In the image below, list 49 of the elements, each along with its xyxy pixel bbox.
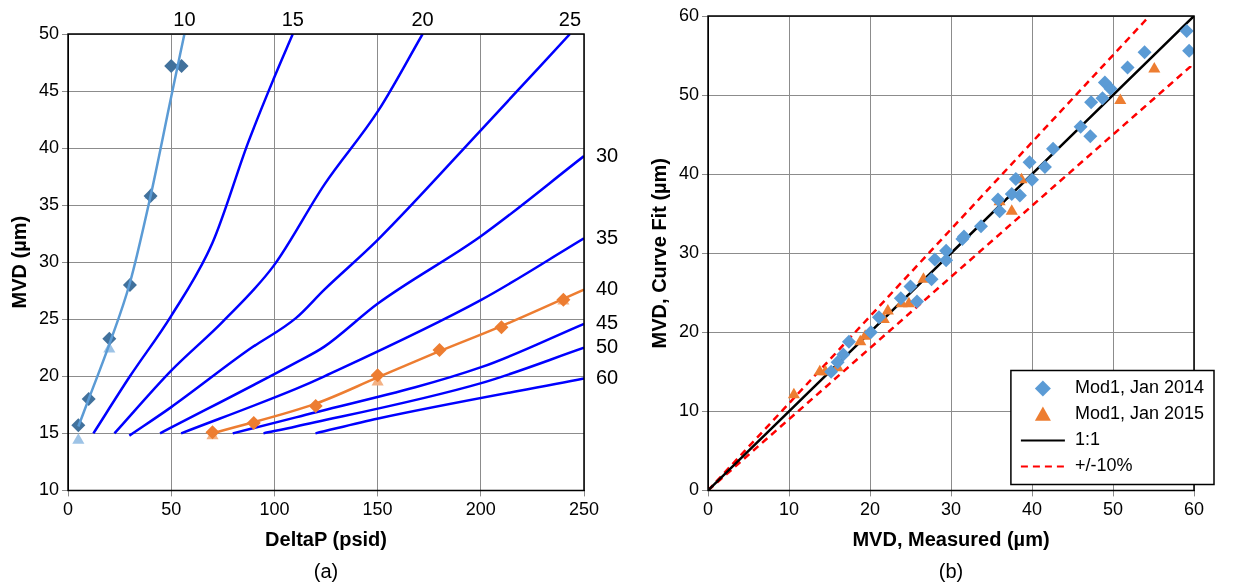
y-tick-label: 30 (38, 251, 60, 272)
y-tick-label: 35 (38, 194, 60, 215)
series-label: 30 (596, 143, 619, 166)
legend-label: +/-10% (1074, 455, 1133, 476)
y-tick-label: 30 (678, 242, 700, 263)
series-label: 15 (281, 7, 304, 30)
series-label: 25 (558, 7, 582, 30)
x-tick-label: 50 (161, 499, 182, 520)
y-axis-title: MVD (µm) (7, 215, 30, 309)
x-tick-label: 0 (63, 499, 74, 520)
series-label: 60 (596, 366, 619, 389)
y-tick-label: 15 (38, 422, 60, 443)
x-tick-label: 200 (465, 499, 496, 520)
y-axis-title: MVD, Curve Fit (µm) (647, 157, 670, 349)
y-tick-label: 10 (678, 400, 700, 421)
text: (b) (938, 559, 964, 582)
x-tick-label: 150 (362, 499, 393, 520)
x-tick-label: 60 (1183, 499, 1205, 520)
y-tick-label: 40 (678, 163, 700, 184)
y-tick-label: 45 (38, 80, 60, 101)
series-label: 10 (173, 7, 196, 30)
x-tick-label: 100 (259, 499, 290, 520)
x-tick-label: 50 (1102, 499, 1124, 520)
series-label: 35 (596, 225, 619, 248)
x-tick-label: 20 (860, 499, 881, 520)
y-tick-label: 50 (678, 84, 700, 105)
series-label: 50 (596, 335, 619, 358)
legend-label: 1:1 (1074, 429, 1100, 450)
x-tick-label: 30 (941, 499, 962, 520)
series-label: 45 (596, 311, 619, 334)
x-axis-title: DeltaP (psid) (265, 527, 387, 550)
y-tick-label: 10 (38, 479, 60, 500)
x-tick-label: 10 (779, 499, 800, 520)
y-tick-label: 25 (38, 308, 60, 329)
y-tick-label: 20 (38, 365, 60, 386)
series-label: 20 (411, 7, 434, 30)
legend-label: Mod1, Jan 2015 (1074, 403, 1204, 424)
legend-label: Mod1, Jan 2014 (1074, 377, 1204, 398)
x-tick-label: 40 (1021, 499, 1043, 520)
series-label: 40 (596, 277, 619, 300)
y-tick-label: 60 (678, 4, 700, 25)
x-tick-label: 250 (568, 499, 600, 520)
x-tick-label: 0 (703, 499, 714, 520)
y-tick-label: 0 (689, 479, 700, 500)
x-axis-title: MVD, Measured (µm) (852, 527, 1050, 550)
y-tick-label: 20 (678, 321, 700, 342)
y-tick-label: 50 (38, 22, 60, 43)
text: (a) (313, 559, 339, 582)
y-tick-label: 40 (38, 137, 60, 158)
